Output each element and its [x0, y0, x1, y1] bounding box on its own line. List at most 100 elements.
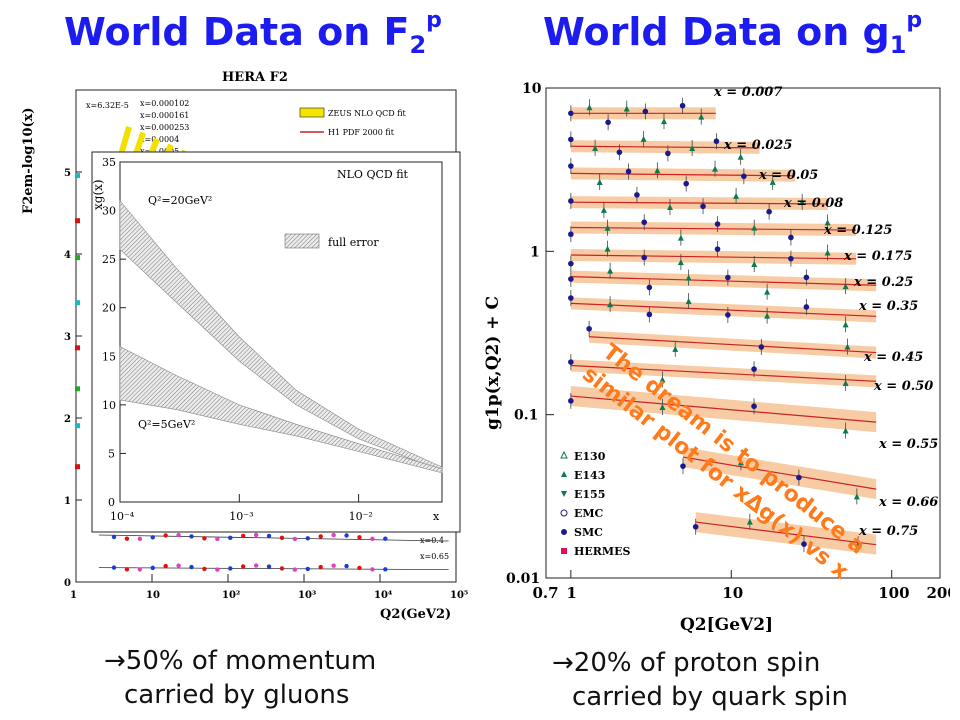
left-y-ticks: 0 1 2 3 4 5: [64, 168, 82, 589]
g1-point-smc: [568, 198, 574, 204]
g1-point-e143: [733, 192, 740, 199]
left-caption-line-1: →50% of momentum: [104, 644, 376, 678]
g1-point-smc: [634, 192, 640, 198]
g1-point-smc: [803, 274, 810, 281]
right-caption-text-1: 20% of proton spin: [573, 648, 821, 678]
g1-point-smc: [796, 474, 802, 481]
g1-curve-3: [570, 201, 828, 205]
gluon-inset: NLO QCD fit xg(x) x full error Q²=20GeV²…: [91, 151, 461, 533]
left-edge-point: [75, 300, 80, 306]
right-legend: E130 E143 E155 EMC SMC HERMES: [560, 450, 630, 558]
g1-point-smc: [725, 274, 731, 281]
left-fit-line: [98, 567, 449, 570]
bin-label-3: x=0.000161: [140, 111, 189, 120]
g1-series-label: x = 0.05: [758, 168, 818, 183]
inset-series-label-20: Q²=20GeV²: [148, 194, 212, 207]
g1-series-label: x = 0.007: [713, 85, 782, 100]
left-data-point: [189, 564, 194, 570]
g1-curve-10: [570, 395, 877, 423]
g1-point-e143: [764, 312, 771, 319]
left-data-point: [292, 567, 298, 572]
inset-legend-label: full error: [328, 236, 379, 249]
left-y-tick-label: 2: [64, 414, 71, 425]
g1-point-smc: [714, 221, 721, 227]
left-data-point: [266, 533, 272, 539]
g1-point-smc: [788, 255, 794, 262]
right-plot-frame: [545, 87, 941, 579]
bin-label-4: x=0.000253: [140, 123, 189, 132]
g1-curve-12: [695, 521, 877, 546]
g1-point-smc: [788, 234, 794, 241]
left-data-point: [253, 532, 259, 538]
inset-title: NLO QCD fit: [337, 168, 409, 181]
inset-x-tick-label: 10⁻³: [229, 510, 253, 523]
g1-point-smc: [568, 136, 574, 143]
g1-curve-2: [570, 172, 796, 177]
left-title-superscript: p: [426, 8, 442, 33]
g1-point-e143: [689, 144, 696, 151]
g1-point-e143: [712, 165, 719, 172]
g1-point-e143: [853, 493, 860, 500]
g1-point-smc: [568, 260, 574, 267]
left-data-point: [266, 564, 272, 569]
right-x-axis-label: Q2[GeV2]: [680, 615, 773, 635]
right-x-ticks: 0.7 1 10 100 200: [533, 570, 951, 602]
g1-point-smc: [766, 208, 772, 215]
g1-point-e143: [842, 321, 849, 328]
left-data-point: [357, 565, 362, 571]
left-x-tick-label: 10⁵: [450, 590, 468, 601]
left-data-point: [331, 532, 336, 538]
left-data-point: [176, 563, 181, 568]
g1-point-smc: [741, 173, 747, 180]
g1-series-label: x = 0.25: [853, 275, 913, 290]
left-data-point: [189, 534, 194, 539]
legend-label: E143: [574, 469, 605, 482]
left-data-point: [344, 563, 349, 569]
legend-label: SMC: [574, 526, 603, 539]
left-data-point: [383, 536, 388, 541]
right-x-tick-label: 100: [878, 584, 909, 602]
g1-point-smc: [646, 311, 653, 318]
left-data-point: [176, 532, 181, 538]
g1-series-label: x = 0.45: [863, 350, 923, 365]
left-edge-point: [75, 255, 80, 261]
left-data-point: [228, 566, 233, 571]
inset-frame: [119, 161, 443, 503]
g1-curve-9: [570, 364, 877, 382]
g1-point-smc: [642, 108, 649, 115]
g1-point-smc: [568, 359, 574, 365]
right-y-ticks: 0.01 0.1 1 10: [506, 81, 554, 587]
left-x-ticks: 1 10 10² 10³ 10⁴ 10⁵: [70, 574, 468, 601]
g1-point-e143: [685, 274, 692, 281]
right-x-tick-label: 200: [927, 584, 951, 602]
inset-y-tick-label: 5: [108, 447, 115, 460]
g1-series-label: x = 0.50: [873, 379, 933, 394]
left-edge-point: [75, 464, 80, 470]
g1-point-e143: [824, 249, 831, 256]
left-fit-line: [98, 534, 449, 542]
left-x-axis-label: Q2(GeV2): [380, 607, 451, 622]
g1-point-smc: [568, 295, 574, 301]
g1-point-smc: [714, 246, 721, 252]
left-data-point: [111, 565, 117, 570]
legend-symbol-e143: [561, 471, 567, 477]
left-data-point: [111, 534, 117, 540]
left-data-point: [241, 564, 246, 569]
g1-series-label: x = 0.125: [823, 223, 892, 238]
right-y-axis-label: g1p(x,Q2) + C: [484, 296, 503, 430]
left-data-point: [124, 536, 130, 541]
g1-point-smc: [801, 541, 807, 547]
g1-curve-4: [570, 226, 857, 231]
legend-label: E130: [574, 450, 606, 463]
g1-series-label: x = 0.175: [843, 249, 912, 264]
left-data-point: [150, 565, 155, 571]
legend-symbol-e155: [561, 491, 567, 497]
g1-point-e143: [640, 135, 647, 142]
g1-point-e143: [769, 178, 776, 185]
g1-curve-7: [570, 302, 877, 317]
left-data-point: [331, 563, 336, 568]
g1-point-e143: [842, 283, 849, 290]
inset-x-tick-label: 10⁻⁴: [110, 510, 135, 523]
g1-series-label: x = 0.08: [783, 196, 843, 211]
g1-point-smc: [646, 284, 653, 291]
